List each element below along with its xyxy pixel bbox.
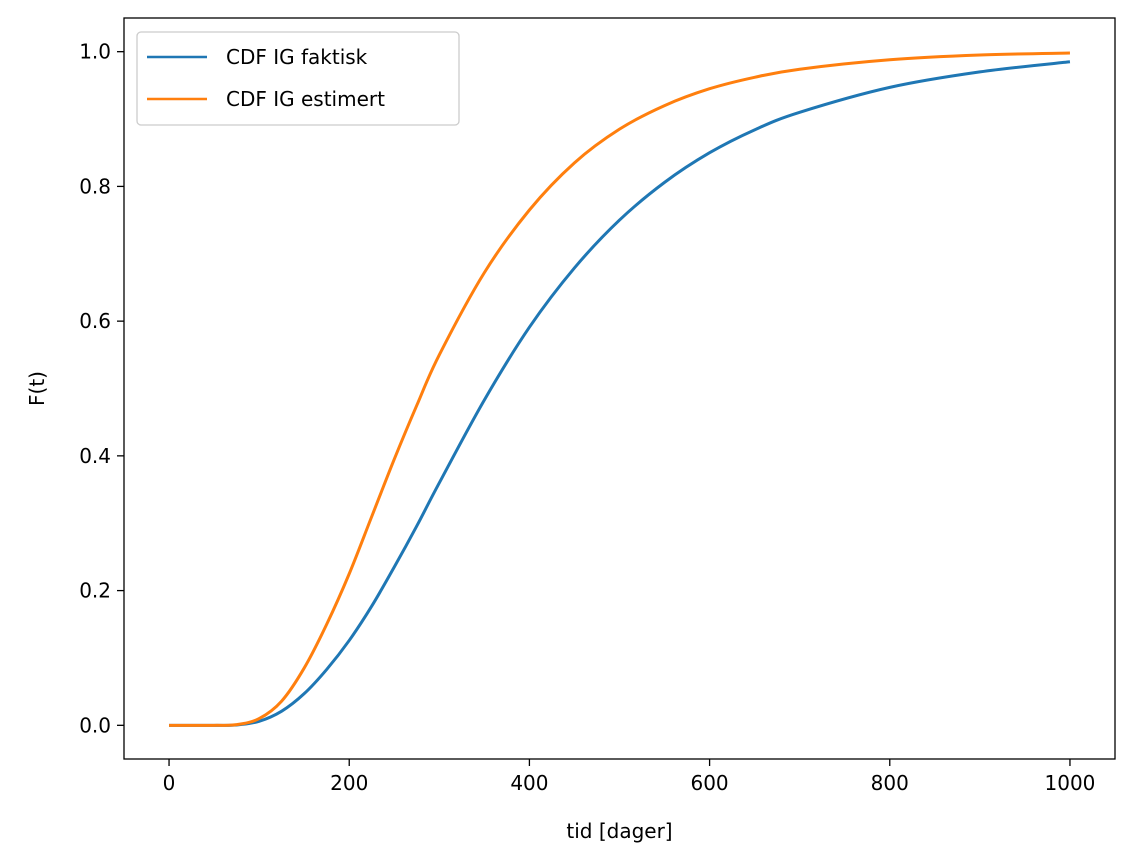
x-tick-label: 600 — [690, 771, 728, 795]
x-tick-label: 800 — [871, 771, 909, 795]
y-tick-label: 0.4 — [79, 444, 111, 468]
x-axis-label: tid [dager] — [566, 819, 672, 843]
y-tick-label: 0.6 — [79, 309, 111, 333]
plot-area — [124, 18, 1115, 759]
plot-frame — [123, 17, 1116, 760]
x-tick-label: 200 — [330, 771, 368, 795]
y-tick-label: 0.2 — [79, 579, 111, 603]
series-line-faktisk — [169, 60, 1071, 727]
x-tick-label: 0 — [163, 771, 176, 795]
x-tick-label: 400 — [510, 771, 548, 795]
y-axis: 0.0 0.2 0.4 0.6 0.8 1.0 — [79, 40, 124, 737]
legend-label-faktisk: CDF IG faktisk — [226, 45, 368, 69]
series-layer — [169, 51, 1071, 727]
x-tick-label: 1000 — [1045, 771, 1096, 795]
y-tick-label: 0.8 — [79, 174, 111, 198]
legend: CDF IG faktisk CDF IG estimert — [136, 31, 460, 126]
y-axis-label: F(t) — [25, 371, 49, 406]
x-axis: 0 200 400 600 800 1000 — [163, 759, 1096, 795]
y-tick-label: 1.0 — [79, 40, 111, 64]
legend-label-estimert: CDF IG estimert — [226, 87, 385, 111]
legend-box — [136, 31, 460, 126]
series-line-estimert — [169, 51, 1070, 727]
y-tick-label: 0.0 — [79, 713, 111, 737]
